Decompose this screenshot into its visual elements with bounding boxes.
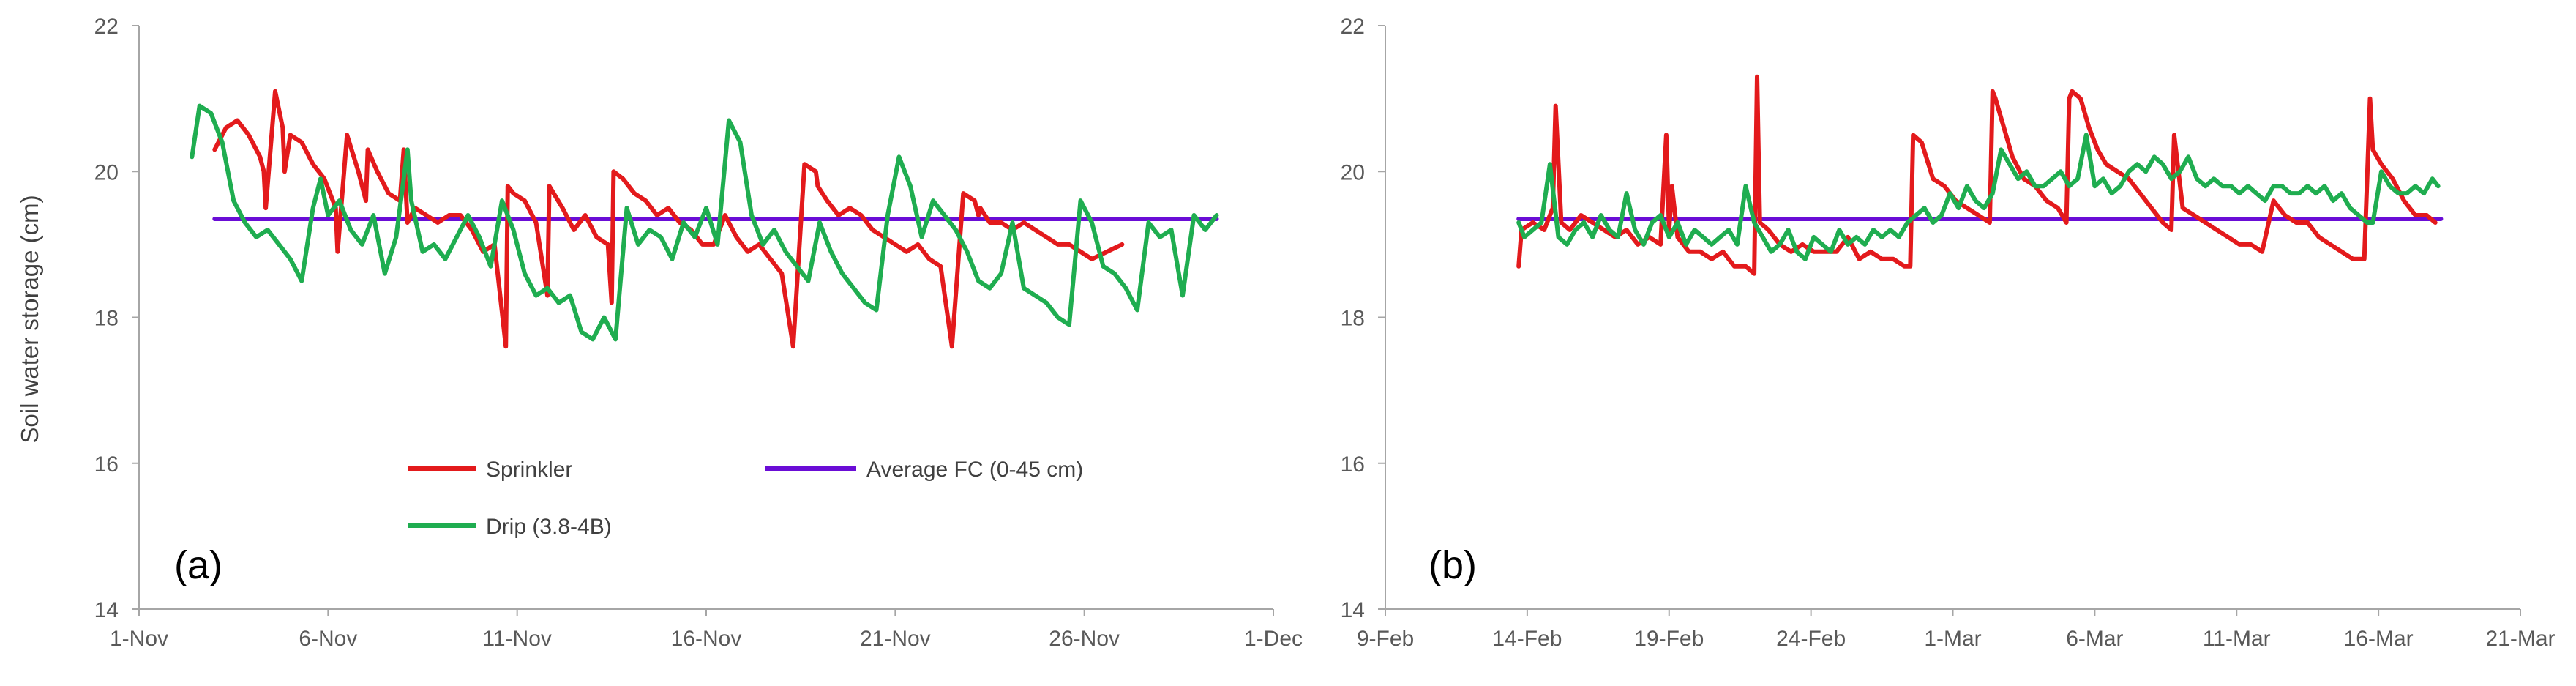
panel-b-x-tick-label: 14-Feb (1492, 627, 1562, 651)
panel-b-x-tick-label: 9-Feb (1357, 627, 1414, 651)
legend: Sprinkler Average FC (0-45 cm) Drip (3.8… (408, 458, 1083, 539)
panel-a-y-axis-title: Soil water storage (cm) (16, 195, 43, 443)
panel-a-x-tick-label: 26-Nov (1049, 627, 1120, 651)
panel-a-x-tick-label: 11-Nov (482, 627, 551, 651)
panel-b-series-drip-3-8-4b (1516, 133, 2441, 261)
panel-a-label: (a) (174, 543, 222, 587)
panel-b-y-tick-label: 22 (1341, 15, 1365, 39)
panel-a-x-tick-label: 16-Nov (671, 627, 742, 651)
panel-b-x-tick-label: 1-Mar (1924, 627, 1981, 651)
panel-b-x-tick-label: 16-Mar (2344, 627, 2414, 651)
panel-a-x-tick-label: 1-Dec (1244, 627, 1303, 651)
panel-a-series (190, 89, 1219, 349)
panel-a-y-tick-label: 16 (94, 452, 119, 477)
panel-a-series-sprinkler (212, 89, 1125, 349)
panel-b-label: (b) (1429, 543, 1477, 587)
panel-a-x-tick-label: 6-Nov (299, 627, 357, 651)
legend-drip-label: Drip (3.8-4B) (486, 515, 612, 539)
panel-a-y-tick-label: 20 (94, 160, 119, 184)
panel-b-y-tick-label: 18 (1341, 307, 1365, 331)
panel-b-x-tick-label: 19-Feb (1634, 627, 1704, 651)
panel-b-x-tick-label: 21-Mar (2485, 627, 2555, 651)
panel-a-y-tick-label: 22 (94, 15, 119, 39)
panel-b-y-tick-label: 16 (1341, 452, 1365, 477)
panel-b: 14 16 18 20 22 9-Feb 14-Feb 19-Feb 24-Feb 1-Mar 6-… (1341, 15, 2556, 651)
panel-a-axes: 14 16 18 20 22 1-Nov 6-Nov 11-Nov 16-Nov 21-Nov 26… (94, 15, 1303, 651)
legend-fc-label: Average FC (0-45 cm) (866, 458, 1083, 482)
panel-a-y-tick-label: 18 (94, 307, 119, 331)
panel-a-series-drip-3-8-4b (190, 103, 1219, 342)
panel-a-x-tick-label: 21-Nov (860, 627, 931, 651)
panel-a-x-tick-label: 1-Nov (110, 627, 168, 651)
panel-b-series (1516, 74, 2444, 276)
legend-sprinkler-label: Sprinkler (486, 458, 572, 482)
panel-b-series-sprinkler (1516, 74, 2438, 276)
panel-b-axes: 14 16 18 20 22 9-Feb 14-Feb 19-Feb 24-Feb 1-Mar 6-… (1341, 15, 2556, 651)
panel-b-x-tick-label: 11-Mar (2203, 627, 2271, 651)
panel-a: 14 16 18 20 22 1-Nov 6-Nov 11-Nov 16-Nov 21-Nov 26… (94, 15, 1303, 651)
panel-b-x-tick-label: 6-Mar (2066, 627, 2123, 651)
panel-a-y-tick-label: 14 (94, 598, 119, 622)
panel-b-y-tick-label: 14 (1341, 598, 1365, 622)
panel-b-y-tick-label: 20 (1341, 160, 1365, 184)
panel-b-x-tick-label: 24-Feb (1776, 627, 1846, 651)
